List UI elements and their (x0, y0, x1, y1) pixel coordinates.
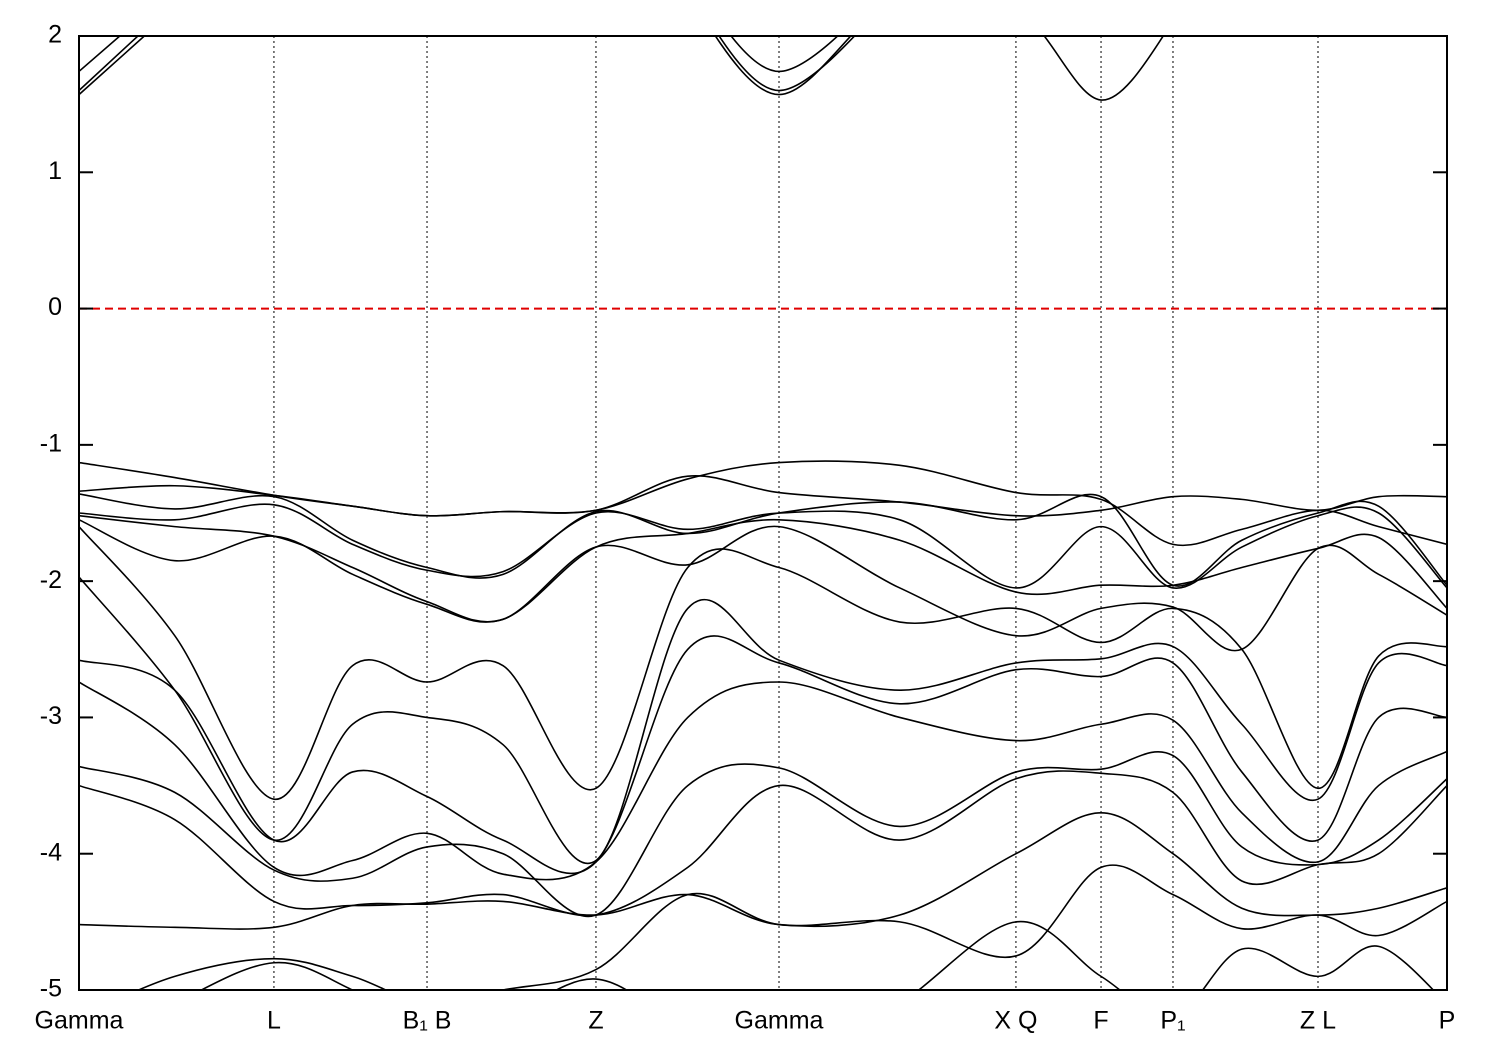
band-line (199, 920, 1435, 990)
band-line (79, 514, 1447, 623)
x-tick-label: X Q (994, 1007, 1037, 1035)
band-line (79, 519, 1447, 652)
x-tick-label: P₁ (1160, 1007, 1185, 1035)
band-line (79, 526, 1447, 801)
band-line (136, 864, 1447, 990)
band-line (79, 770, 1447, 917)
x-tick-label: Gamma (735, 1007, 824, 1035)
band-line (79, 460, 1447, 547)
labels: 2 1 0 -1 -2 -3 -4 -5 Gamma L B₁ B Z Gamma X Q F P₁ Z L P (35, 21, 1456, 1035)
x-tick-label: Gamma (35, 1007, 124, 1035)
band-line (79, 576, 1447, 865)
plot-frame (78, 35, 1448, 991)
band-line (79, 635, 1447, 875)
y-tick-label: -3 (40, 702, 62, 730)
band-lines (79, 36, 1447, 990)
band-line (79, 36, 839, 73)
band-line (79, 475, 1447, 517)
band-line (79, 36, 856, 92)
y-tick-label: 2 (48, 21, 62, 49)
x-tick-label: Z L (1300, 1007, 1336, 1035)
y-tick-label: -4 (40, 838, 62, 866)
x-tick-label: B₁ B (403, 1007, 452, 1035)
x-tick-label: L (267, 1007, 281, 1035)
band-line (79, 36, 1165, 101)
y-tick-label: 0 (48, 293, 62, 321)
band-line (79, 812, 1447, 930)
band-line (79, 503, 1447, 589)
y-tick-label: -2 (40, 566, 62, 594)
band-line (79, 750, 1447, 918)
x-tick-label: P (1439, 1007, 1456, 1035)
band-line (79, 493, 1447, 587)
band-line (79, 681, 1447, 881)
y-tick-label: -5 (40, 975, 62, 1003)
x-tick-label: F (1093, 1007, 1108, 1035)
y-tick-label: 1 (48, 157, 62, 185)
y-tick-label: -1 (40, 429, 62, 457)
x-tick-label: Z (588, 1007, 603, 1035)
